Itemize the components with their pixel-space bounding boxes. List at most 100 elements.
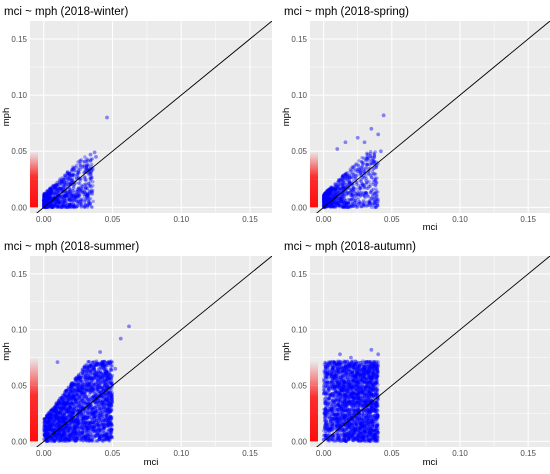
scatter-point	[83, 423, 87, 427]
scatter-point	[42, 202, 46, 206]
scatter-point	[96, 370, 100, 374]
scatter-point	[42, 199, 47, 203]
scatter-point	[330, 398, 335, 403]
scatter-point	[98, 379, 103, 384]
scatter-point	[75, 378, 80, 382]
scatter-point	[43, 194, 47, 198]
scatter-point	[76, 168, 81, 172]
scatter-point	[57, 419, 62, 423]
scatter-point	[100, 420, 105, 424]
scatter-point	[78, 158, 82, 163]
scatter-point	[71, 189, 75, 193]
scatter-point	[360, 376, 365, 380]
scatter-point	[340, 197, 344, 202]
scatter-point	[349, 175, 354, 179]
y-axis-label: mph	[1, 342, 12, 360]
scatter-point	[81, 186, 86, 191]
scatter-point	[83, 409, 88, 414]
scatter-point	[44, 199, 48, 204]
scatter-point	[78, 161, 82, 165]
scatter-point	[107, 394, 111, 399]
scatter-point	[367, 428, 371, 432]
scatter-point	[51, 204, 56, 208]
scatter-point	[42, 204, 47, 208]
scatter-point	[50, 205, 54, 209]
scatter-point	[108, 400, 112, 405]
scatter-point	[374, 205, 378, 209]
scatter-point	[322, 195, 326, 200]
scatter-point	[46, 433, 50, 437]
scatter-point	[106, 403, 111, 407]
scatter-point	[326, 365, 331, 369]
scatter-point	[108, 428, 113, 432]
scatter-point	[54, 182, 58, 186]
scatter-point	[102, 403, 107, 407]
scatter-point	[359, 170, 363, 175]
scatter-point	[101, 388, 106, 392]
scatter-point	[348, 367, 352, 371]
scatter-point	[44, 433, 48, 438]
scatter-point	[60, 204, 64, 208]
scatter-point	[58, 424, 62, 428]
scatter-point	[47, 431, 51, 436]
panel-background	[30, 21, 272, 213]
scatter-point	[89, 158, 93, 162]
scatter-point	[365, 163, 369, 167]
scatter-point	[103, 382, 108, 386]
scatter-point	[370, 201, 375, 205]
scatter-point	[354, 415, 358, 420]
scatter-point	[53, 424, 57, 428]
scatter-point	[57, 410, 61, 415]
scatter-point	[84, 164, 89, 168]
scatter-point	[56, 422, 61, 427]
scatter-point	[106, 435, 111, 439]
scatter-point	[88, 439, 92, 443]
scatter-point	[93, 433, 98, 438]
scatter-point	[69, 409, 74, 413]
scatter-point	[108, 428, 112, 432]
scatter-point	[104, 392, 108, 396]
scatter-point	[71, 434, 76, 438]
scatter-point	[105, 376, 109, 380]
scatter-point	[96, 381, 100, 385]
scatter-point	[372, 200, 377, 204]
scatter-point	[110, 398, 114, 402]
scatter-point	[53, 429, 58, 433]
scatter-point	[325, 197, 329, 201]
scatter-point	[47, 419, 51, 423]
scatter-point	[71, 167, 76, 171]
scatter-point	[68, 437, 72, 442]
scatter-point	[59, 417, 64, 422]
scatter-point	[66, 406, 71, 410]
scatter-point	[102, 367, 107, 372]
scatter-point	[322, 198, 326, 202]
scatter-point	[360, 160, 364, 164]
scatter-point	[46, 194, 51, 199]
scatter-point	[336, 185, 340, 189]
scatter-point	[78, 375, 83, 380]
scatter-point	[45, 421, 49, 426]
scatter-point	[49, 418, 53, 422]
scatter-point	[106, 374, 110, 378]
scatter-point	[54, 184, 58, 188]
scatter-point	[76, 191, 81, 195]
scatter-point	[91, 411, 96, 415]
scatter-point	[64, 415, 69, 420]
scatter-point	[349, 169, 353, 173]
scatter-point	[62, 194, 66, 199]
scatter-point	[55, 416, 59, 421]
scatter-point	[48, 424, 52, 428]
scatter-point	[98, 428, 102, 433]
scatter-point	[375, 386, 379, 391]
scatter-point	[83, 401, 88, 405]
scatter-point	[58, 429, 62, 433]
scatter-point	[327, 192, 332, 197]
scatter-point	[105, 397, 109, 402]
scatter-point	[372, 161, 376, 165]
scatter-point	[357, 439, 361, 443]
scatter-point	[98, 381, 103, 385]
scatter-point	[323, 195, 327, 199]
scatter-point	[82, 175, 87, 179]
scatter-point	[62, 412, 66, 417]
scatter-point	[83, 391, 87, 395]
